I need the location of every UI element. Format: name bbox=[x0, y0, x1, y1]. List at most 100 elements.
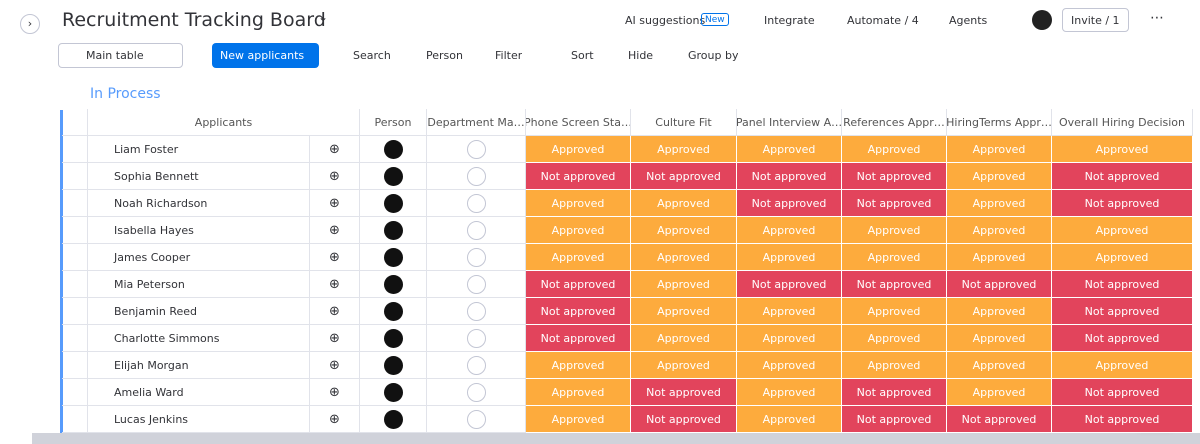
person-cell[interactable] bbox=[360, 298, 427, 325]
empty-avatar[interactable] bbox=[467, 167, 486, 186]
status-cell[interactable]: Not approved bbox=[1052, 271, 1193, 298]
status-cell[interactable]: Not approved bbox=[526, 325, 631, 352]
status-cell[interactable]: Approved bbox=[1052, 217, 1193, 244]
update-icon[interactable]: ⊕ bbox=[310, 298, 360, 325]
status-cell[interactable]: Approved bbox=[947, 190, 1052, 217]
applicant-name[interactable]: Isabella Hayes bbox=[88, 217, 310, 244]
empty-avatar[interactable] bbox=[467, 275, 486, 294]
status-cell[interactable]: Not approved bbox=[842, 163, 947, 190]
view-selector[interactable]: Main table bbox=[86, 49, 144, 62]
user-avatar[interactable] bbox=[1032, 10, 1052, 30]
column-header[interactable]: Applicants bbox=[88, 109, 360, 136]
status-cell[interactable]: Not approved bbox=[526, 298, 631, 325]
status-cell[interactable]: Approved bbox=[526, 190, 631, 217]
applicant-name[interactable]: James Cooper bbox=[88, 244, 310, 271]
status-cell[interactable]: Not approved bbox=[1052, 379, 1193, 406]
invite-button[interactable]: Invite / 1 bbox=[1062, 8, 1129, 32]
department-cell[interactable] bbox=[427, 244, 526, 271]
toolbar-tool[interactable]: Sort bbox=[571, 49, 594, 62]
applicant-name[interactable]: Sophia Bennett bbox=[88, 163, 310, 190]
checkbox-cell[interactable] bbox=[62, 109, 88, 136]
status-cell[interactable]: Not approved bbox=[737, 271, 842, 298]
group-title[interactable]: In Process bbox=[90, 86, 161, 102]
applicant-name[interactable]: Noah Richardson bbox=[88, 190, 310, 217]
applicant-name[interactable]: Charlotte Simmons bbox=[88, 325, 310, 352]
empty-avatar[interactable] bbox=[467, 194, 486, 213]
view-box[interactable] bbox=[58, 43, 183, 68]
department-cell[interactable] bbox=[427, 136, 526, 163]
applicant-name[interactable]: Benjamin Reed bbox=[88, 298, 310, 325]
header-action[interactable]: Agents bbox=[949, 13, 988, 27]
row-checkbox[interactable] bbox=[62, 352, 88, 379]
row-checkbox[interactable] bbox=[62, 136, 88, 163]
update-icon[interactable]: ⊕ bbox=[310, 190, 360, 217]
column-header[interactable]: References Appr… bbox=[842, 109, 947, 136]
person-avatar[interactable] bbox=[384, 383, 403, 402]
row-checkbox[interactable] bbox=[62, 298, 88, 325]
status-cell[interactable]: Approved bbox=[842, 325, 947, 352]
status-cell[interactable]: Approved bbox=[526, 379, 631, 406]
applicant-name[interactable]: Liam Foster bbox=[88, 136, 310, 163]
status-cell[interactable]: Not approved bbox=[947, 406, 1052, 433]
update-icon[interactable]: ⊕ bbox=[310, 379, 360, 406]
status-cell[interactable]: Approved bbox=[631, 352, 737, 379]
empty-avatar[interactable] bbox=[467, 221, 486, 240]
update-icon[interactable]: ⊕ bbox=[310, 217, 360, 244]
status-cell[interactable]: Approved bbox=[737, 244, 842, 271]
applicant-name[interactable]: Elijah Morgan bbox=[88, 352, 310, 379]
scrollbar[interactable] bbox=[32, 433, 1200, 444]
status-cell[interactable]: Approved bbox=[737, 136, 842, 163]
person-cell[interactable] bbox=[360, 163, 427, 190]
status-cell[interactable]: Approved bbox=[947, 325, 1052, 352]
status-cell[interactable]: Approved bbox=[526, 352, 631, 379]
status-cell[interactable]: Not approved bbox=[526, 163, 631, 190]
row-checkbox[interactable] bbox=[62, 244, 88, 271]
status-cell[interactable]: Approved bbox=[526, 406, 631, 433]
column-header[interactable]: Phone Screen Sta… bbox=[526, 109, 631, 136]
update-icon[interactable]: ⊕ bbox=[310, 163, 360, 190]
title-caret[interactable]: ⌄ bbox=[318, 10, 329, 24]
person-cell[interactable] bbox=[360, 352, 427, 379]
status-cell[interactable]: Approved bbox=[631, 298, 737, 325]
status-cell[interactable]: Not approved bbox=[842, 406, 947, 433]
person-avatar[interactable] bbox=[384, 329, 403, 348]
status-cell[interactable]: Approved bbox=[1052, 352, 1193, 379]
empty-avatar[interactable] bbox=[467, 248, 486, 267]
department-cell[interactable] bbox=[427, 217, 526, 244]
empty-avatar[interactable] bbox=[467, 356, 486, 375]
status-cell[interactable]: Approved bbox=[1052, 244, 1193, 271]
column-header[interactable]: Overall Hiring Decision bbox=[1052, 109, 1193, 136]
person-avatar[interactable] bbox=[384, 140, 403, 159]
person-cell[interactable] bbox=[360, 325, 427, 352]
status-cell[interactable]: Approved bbox=[631, 325, 737, 352]
update-icon[interactable]: ⊕ bbox=[310, 325, 360, 352]
status-cell[interactable]: Not approved bbox=[947, 271, 1052, 298]
status-cell[interactable]: Approved bbox=[947, 352, 1052, 379]
status-cell[interactable]: Approved bbox=[631, 244, 737, 271]
status-cell[interactable]: Approved bbox=[526, 136, 631, 163]
status-cell[interactable]: Approved bbox=[842, 352, 947, 379]
person-avatar[interactable] bbox=[384, 275, 403, 294]
status-cell[interactable]: Approved bbox=[737, 406, 842, 433]
department-cell[interactable] bbox=[427, 406, 526, 433]
status-cell[interactable]: Not approved bbox=[842, 271, 947, 298]
department-cell[interactable] bbox=[427, 271, 526, 298]
row-checkbox[interactable] bbox=[62, 190, 88, 217]
toolbar-tool[interactable]: Filter bbox=[495, 49, 523, 62]
update-icon[interactable]: ⊕ bbox=[310, 406, 360, 433]
person-avatar[interactable] bbox=[384, 248, 403, 267]
empty-avatar[interactable] bbox=[467, 329, 486, 348]
status-cell[interactable]: Not approved bbox=[737, 163, 842, 190]
person-avatar[interactable] bbox=[384, 302, 403, 321]
department-cell[interactable] bbox=[427, 379, 526, 406]
status-cell[interactable]: Approved bbox=[842, 217, 947, 244]
primary-button[interactable] bbox=[212, 43, 319, 68]
header-action[interactable]: Integrate bbox=[764, 13, 815, 27]
status-cell[interactable]: Approved bbox=[526, 244, 631, 271]
more-menu[interactable]: ⋯ bbox=[1150, 10, 1164, 26]
person-avatar[interactable] bbox=[384, 356, 403, 375]
status-cell[interactable]: Not approved bbox=[1052, 298, 1193, 325]
person-avatar[interactable] bbox=[384, 167, 403, 186]
department-cell[interactable] bbox=[427, 163, 526, 190]
update-icon[interactable]: ⊕ bbox=[310, 244, 360, 271]
